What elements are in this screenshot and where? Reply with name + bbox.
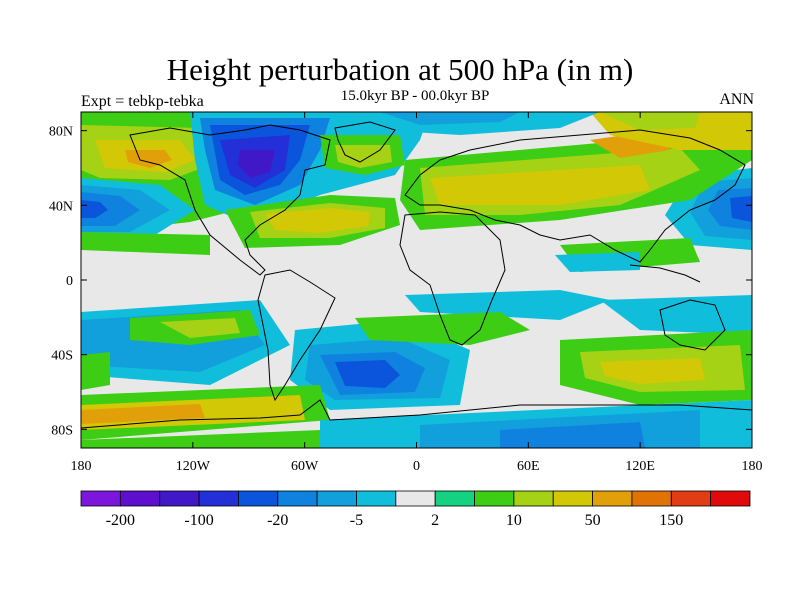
contour-fields <box>81 112 752 448</box>
contour-antarctic-blue3 <box>500 422 645 448</box>
colorbar-swatch <box>552 490 593 507</box>
contour-eurasia-high3 <box>430 165 650 205</box>
contour-greenland-high2 <box>335 145 392 168</box>
coastline-antarctica <box>81 399 752 429</box>
lat-tick-label: 40N <box>49 199 73 214</box>
colorbar-label: 10 <box>506 512 522 529</box>
lon-tick-label: 60E <box>517 459 540 474</box>
contour-sh-band-yellow <box>160 318 240 338</box>
contour-polar-ring <box>330 112 600 135</box>
contour-sh-south-orange <box>81 404 205 424</box>
colorbar-swatch <box>631 490 672 507</box>
colorbar-swatch <box>395 490 436 507</box>
colorbar-label: -200 <box>106 512 135 529</box>
colorbar-label: 2 <box>431 512 439 529</box>
lat-tick-label: 80S <box>51 423 73 438</box>
lon-tick-label: 180 <box>71 459 92 474</box>
experiment-label: Expt = tebkp-tebka <box>81 93 204 110</box>
colorbar-label: -100 <box>184 512 213 529</box>
coastline-europe-asia <box>404 129 746 263</box>
colorbar-swatch <box>710 490 751 507</box>
colorbar-swatch <box>119 490 161 507</box>
coastline-indonesia <box>629 264 701 283</box>
coastline-north-america <box>129 124 331 276</box>
colorbar-swatch <box>316 490 357 507</box>
contour-south-indian-high3 <box>600 358 705 384</box>
contour-arctic-high2 <box>600 112 700 130</box>
lon-tick-label: 180 <box>742 459 763 474</box>
contour-tropics-blue <box>555 252 640 272</box>
coastlines <box>81 121 752 429</box>
contour-south-atlantic-low4 <box>335 360 400 388</box>
colorbar-swatch <box>670 490 712 507</box>
contour-atlantic-high3 <box>265 208 370 233</box>
contour-sh-tropics-blue <box>405 290 610 320</box>
colorbar-swatch <box>277 490 318 507</box>
contour-polar-ring2 <box>380 112 520 125</box>
colorbar-swatch <box>513 490 554 507</box>
longitude-axis: 180 120W 60W 0 60E 120E 180 <box>71 112 763 474</box>
colorbar-swatch <box>434 490 475 507</box>
contour-antarctic-green <box>81 430 320 448</box>
contour-sh-band-green-west <box>81 352 110 390</box>
colorbar-label: -5 <box>350 512 363 529</box>
contour-north-america-low5 <box>238 150 275 178</box>
contour-nh-pacific-east-low4 <box>730 196 752 222</box>
contour-nh-pacific-west-low4 <box>81 200 108 218</box>
colorbar-label: 150 <box>659 512 683 529</box>
coastline-south-america <box>257 269 336 402</box>
lon-tick-label: 120W <box>176 459 211 474</box>
contour-nh-tropics-west <box>81 232 210 255</box>
colorbar-label: 50 <box>585 512 601 529</box>
lon-tick-label: 0 <box>413 459 420 474</box>
season-label: ANN <box>719 91 754 108</box>
colorbar-swatch <box>159 490 200 507</box>
lat-tick-label: 40S <box>51 349 73 364</box>
lat-tick-label: 80N <box>49 125 73 140</box>
latitude-axis: 80N 40N 0 40S 80S <box>49 125 752 438</box>
colorbar-swatch <box>238 490 279 507</box>
colorbar: -200 -100 -20 -5 2 10 50 150 <box>80 490 751 529</box>
contour-south-atlantic-green <box>355 312 530 345</box>
coastline-australia <box>659 299 726 351</box>
lon-tick-label: 120E <box>625 459 655 474</box>
colorbar-swatch <box>474 490 515 507</box>
colorbar-swatch <box>356 490 397 507</box>
colorbar-swatch <box>198 490 239 507</box>
map-title: Height perturbation at 500 hPa (in m) <box>166 52 634 87</box>
lat-tick-label: 0 <box>66 274 73 289</box>
contour-nh-pacific-west-hot <box>125 150 172 168</box>
coastline-africa <box>399 211 506 346</box>
coastline-greenland <box>334 121 396 163</box>
map-subtitle: 15.0kyr BP - 00.0kyr BP <box>340 88 490 104</box>
lon-tick-label: 60W <box>291 459 319 474</box>
colorbar-label: -20 <box>267 512 288 529</box>
colorbar-swatch <box>592 490 633 507</box>
colorbar-swatch <box>80 490 121 507</box>
